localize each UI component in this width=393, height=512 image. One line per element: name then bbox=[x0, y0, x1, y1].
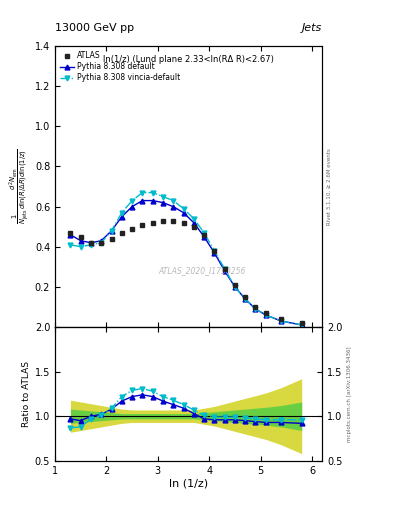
Pythia 8.308 default bbox=[119, 214, 124, 220]
ATLAS bbox=[299, 320, 304, 326]
Pythia 8.308 vincia-default bbox=[140, 189, 145, 196]
ATLAS bbox=[202, 231, 206, 238]
ATLAS bbox=[212, 248, 217, 254]
ATLAS bbox=[109, 236, 114, 242]
Pythia 8.308 default bbox=[130, 204, 134, 210]
Pythia 8.308 default bbox=[161, 200, 165, 206]
Pythia 8.308 vincia-default bbox=[233, 284, 237, 290]
Pythia 8.308 default bbox=[299, 322, 304, 328]
Pythia 8.308 default bbox=[171, 204, 176, 210]
Pythia 8.308 vincia-default bbox=[161, 194, 165, 200]
Text: 13000 GeV pp: 13000 GeV pp bbox=[55, 23, 134, 33]
ATLAS bbox=[68, 229, 73, 236]
ATLAS bbox=[130, 226, 134, 232]
Pythia 8.308 default bbox=[150, 198, 155, 204]
Pythia 8.308 vincia-default bbox=[119, 209, 124, 216]
X-axis label: ln (1/z): ln (1/z) bbox=[169, 478, 208, 488]
ATLAS bbox=[222, 266, 227, 272]
ATLAS bbox=[171, 218, 176, 224]
Pythia 8.308 default bbox=[140, 198, 145, 204]
Pythia 8.308 default bbox=[253, 306, 258, 312]
Pythia 8.308 vincia-default bbox=[109, 228, 114, 234]
Pythia 8.308 vincia-default bbox=[130, 198, 134, 204]
Y-axis label: Ratio to ATLAS: Ratio to ATLAS bbox=[22, 361, 31, 427]
Pythia 8.308 default bbox=[233, 284, 237, 290]
Pythia 8.308 vincia-default bbox=[191, 216, 196, 222]
Pythia 8.308 vincia-default bbox=[212, 248, 217, 254]
Pythia 8.308 default bbox=[99, 238, 104, 244]
Line: Pythia 8.308 vincia-default: Pythia 8.308 vincia-default bbox=[68, 190, 304, 328]
ATLAS bbox=[253, 304, 258, 310]
ATLAS bbox=[279, 316, 283, 322]
Pythia 8.308 default bbox=[263, 312, 268, 318]
Pythia 8.308 vincia-default bbox=[263, 312, 268, 318]
ATLAS bbox=[150, 220, 155, 226]
Pythia 8.308 vincia-default bbox=[222, 266, 227, 272]
Y-axis label: Rivet 3.1.10, ≥ 2.6M events: Rivet 3.1.10, ≥ 2.6M events bbox=[327, 148, 331, 225]
Legend: ATLAS, Pythia 8.308 default, Pythia 8.308 vincia-default: ATLAS, Pythia 8.308 default, Pythia 8.30… bbox=[59, 50, 182, 84]
Pythia 8.308 vincia-default bbox=[150, 189, 155, 196]
Pythia 8.308 default bbox=[222, 268, 227, 274]
Pythia 8.308 vincia-default bbox=[202, 229, 206, 236]
Pythia 8.308 vincia-default bbox=[279, 318, 283, 324]
Pythia 8.308 default bbox=[68, 231, 73, 238]
Pythia 8.308 default bbox=[243, 296, 248, 302]
ATLAS bbox=[99, 240, 104, 246]
Pythia 8.308 default bbox=[89, 240, 94, 246]
Pythia 8.308 vincia-default bbox=[253, 306, 258, 312]
ATLAS bbox=[181, 220, 186, 226]
Pythia 8.308 default bbox=[181, 209, 186, 216]
Pythia 8.308 vincia-default bbox=[299, 322, 304, 328]
ATLAS bbox=[191, 224, 196, 230]
Pythia 8.308 vincia-default bbox=[181, 205, 186, 211]
Pythia 8.308 default bbox=[212, 250, 217, 256]
ATLAS bbox=[263, 310, 268, 316]
Pythia 8.308 default bbox=[78, 238, 83, 244]
Pythia 8.308 vincia-default bbox=[243, 296, 248, 302]
Pythia 8.308 vincia-default bbox=[89, 242, 94, 248]
ATLAS bbox=[89, 240, 94, 246]
Text: ln(1/z) (Lund plane 2.33<ln(RΔ R)<2.67): ln(1/z) (Lund plane 2.33<ln(RΔ R)<2.67) bbox=[103, 54, 274, 63]
ATLAS bbox=[140, 222, 145, 228]
Line: ATLAS: ATLAS bbox=[68, 218, 304, 326]
Pythia 8.308 default bbox=[191, 220, 196, 226]
ATLAS bbox=[78, 233, 83, 240]
Pythia 8.308 default bbox=[202, 233, 206, 240]
Y-axis label: mcplots.cern.ch [arXiv:1306.3436]: mcplots.cern.ch [arXiv:1306.3436] bbox=[347, 346, 352, 442]
Y-axis label: $\frac{1}{N_{\rm jets}}\frac{d^2 N_{\rm em}}{d\ln(R/\Delta R)d\ln(1/z)}$: $\frac{1}{N_{\rm jets}}\frac{d^2 N_{\rm … bbox=[7, 149, 31, 224]
ATLAS bbox=[233, 282, 237, 288]
Pythia 8.308 default bbox=[109, 228, 114, 234]
Line: Pythia 8.308 default: Pythia 8.308 default bbox=[68, 198, 304, 328]
Pythia 8.308 vincia-default bbox=[171, 198, 176, 204]
Pythia 8.308 default bbox=[279, 318, 283, 324]
Pythia 8.308 vincia-default bbox=[99, 240, 104, 246]
ATLAS bbox=[161, 218, 165, 224]
ATLAS bbox=[119, 229, 124, 236]
Text: Jets: Jets bbox=[302, 23, 322, 33]
Text: ATLAS_2020_I1790256: ATLAS_2020_I1790256 bbox=[158, 266, 246, 275]
Pythia 8.308 vincia-default bbox=[78, 244, 83, 250]
ATLAS bbox=[243, 294, 248, 300]
Pythia 8.308 vincia-default bbox=[68, 242, 73, 248]
